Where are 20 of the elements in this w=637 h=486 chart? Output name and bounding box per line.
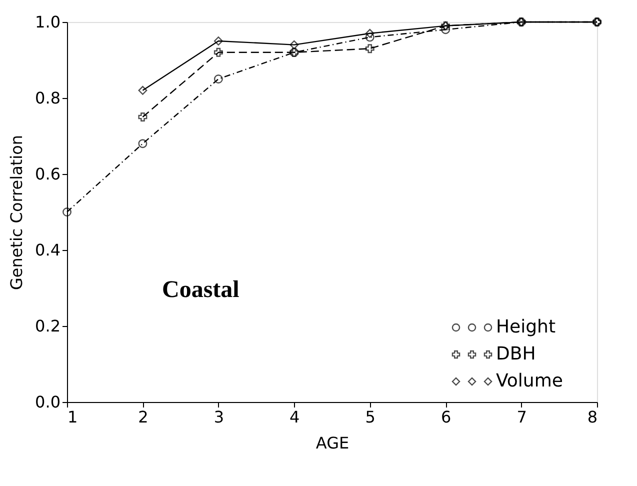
y-tick-label: 1.0 <box>35 12 60 32</box>
legend-label: Volume <box>496 370 563 392</box>
annotation: Coastal <box>162 277 240 303</box>
x-tick-label: 5 <box>365 408 376 426</box>
y-axis-title: Genetic Correlation <box>7 134 26 290</box>
x-tick-label: 8 <box>587 408 598 426</box>
x-tick-label: 3 <box>214 408 224 426</box>
y-tick-label: 0.8 <box>35 88 60 108</box>
y-tick-label: 0.0 <box>35 392 60 412</box>
x-tick-label: 7 <box>516 408 527 426</box>
x-tick-label: 4 <box>290 408 300 426</box>
x-tick-label: 1 <box>68 408 78 426</box>
x-axis-title: AGE <box>316 434 350 452</box>
legend-label: DBH <box>496 344 536 364</box>
y-tick-label: 0.4 <box>35 240 60 260</box>
legend-label: Height <box>496 316 556 338</box>
y-tick-label: 0.6 <box>35 164 60 184</box>
x-tick-label: 6 <box>440 408 452 426</box>
y-tick-label: 0.2 <box>35 316 60 336</box>
x-tick-label: 2 <box>138 408 148 426</box>
